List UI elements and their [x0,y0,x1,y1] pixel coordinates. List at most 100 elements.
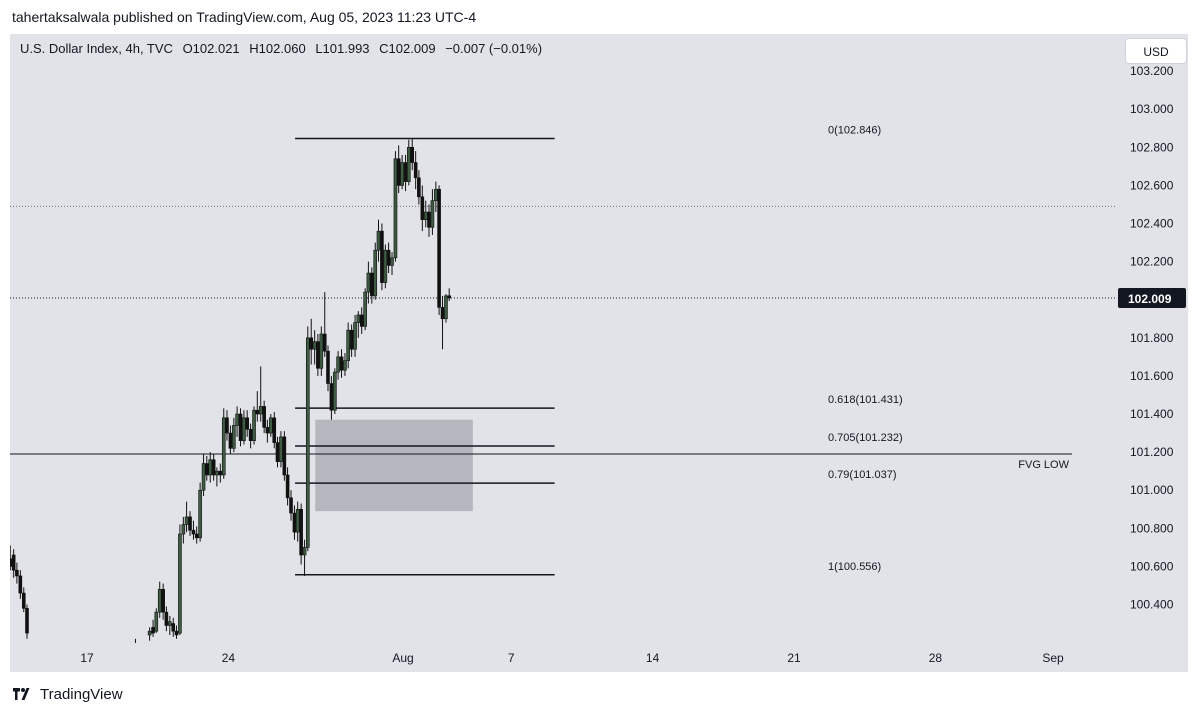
candle-49 [279,431,283,468]
candle-59 [312,330,317,365]
plot-layer: FVG LOW 0(102.846) 0.618(101.431) 0.705(101… [10,125,1116,685]
x-tick-label-3: 7 [508,651,515,665]
candle-12 [154,608,159,634]
chart-area[interactable] [10,34,1188,672]
candle-body-70 [349,329,354,350]
y-tick-label-0: 103.200 [1130,64,1174,78]
candle-body-35 [232,425,236,449]
candle-body-2 [15,569,19,577]
candle-74 [363,288,367,331]
y-tick-label-12: 100.600 [1130,559,1174,573]
candle-29 [211,454,216,481]
candle-body-33 [225,417,229,434]
candle-61 [319,326,324,376]
candle-body-26 [201,463,206,491]
candle-body-18 [174,630,179,636]
candle-88 [410,138,415,171]
candle-47 [272,412,277,449]
ohlc-high: H102.060 [249,41,306,56]
y-tick-label-2: 102.800 [1130,140,1174,154]
candle-34 [228,425,233,455]
candle-body-98 [444,295,448,320]
candle-body-7 [75,669,78,671]
candle-body-23 [191,529,196,535]
candle-90 [417,170,421,205]
candle-body-29 [211,459,216,476]
candle-52 [289,490,293,521]
candle-body-43 [258,406,263,415]
x-tick-label-4: 14 [646,651,660,665]
candle-body-55 [299,508,303,556]
candle-4 [21,587,26,613]
candle-body-25 [198,489,202,539]
candle-body-61 [319,333,324,369]
candle-body-28 [208,459,213,476]
candle-body-31 [218,470,223,476]
candle-9 [134,638,136,643]
candle-62 [322,292,327,357]
fvg-zone [315,419,473,512]
candle-body-76 [370,272,374,297]
candle-14 [161,583,165,620]
candle-body-5 [25,608,29,634]
candle-96 [437,185,441,315]
candle-43 [258,366,263,422]
candle-body-1 [11,554,16,571]
candle-69 [346,322,350,369]
x-tick-label-5: 21 [787,651,801,665]
candle-70 [349,324,354,357]
candle-80 [383,244,388,289]
candle-7 [75,658,78,685]
candle-body-85 [400,162,404,186]
candle-1 [11,549,16,578]
candle-body-10 [147,630,152,636]
candle-53 [292,505,297,540]
candle-15 [164,606,169,632]
candle-body-30 [215,470,219,476]
tradingview-logo-icon[interactable] [10,687,34,701]
y-tick-label-1: 103.000 [1130,102,1174,116]
candle-body-45 [265,427,270,434]
candle-66 [336,351,340,380]
candle-17 [171,617,176,637]
candle-0 [10,545,13,571]
candle-body-12 [154,611,159,632]
candle-19 [178,524,182,635]
candle-body-59 [312,341,317,350]
candle-body-20 [181,524,186,535]
ohlc-close: C102.009 [379,41,436,56]
candle-body-39 [245,417,249,430]
candle-body-64 [329,383,334,411]
candle-body-62 [322,333,327,352]
y-tick-label-10: 101.000 [1130,483,1174,497]
fib-label-4: 1(100.556) [828,561,881,573]
footer-brand[interactable]: TradingView [40,685,123,703]
candle-39 [245,410,249,437]
candle-42 [255,391,260,422]
y-tick-label-5: 102.200 [1130,255,1174,269]
candle-body-42 [255,409,260,415]
candle-18 [174,625,179,639]
last-price-label: 102.009 [1128,292,1172,306]
candle-body-60 [316,341,320,369]
candle-body-75 [366,272,371,293]
currency-button[interactable]: USD [1125,38,1187,64]
candle-57 [305,326,310,552]
symbol-legend: U.S. Dollar Index, 4h, TVC O102.021 H102… [20,40,548,58]
candle-body-89 [413,162,418,179]
candle-87 [406,139,411,186]
candle-56 [302,539,307,576]
candle-body-86 [403,162,408,182]
ohlc-change: −0.007 (−0.01%) [445,41,543,56]
candle-54 [295,501,300,542]
candle-body-82 [390,257,394,266]
candle-body-69 [346,329,350,361]
symbol-name[interactable]: U.S. Dollar Index, 4h, TVC [20,41,173,56]
candle-22 [188,511,192,536]
candle-body-44 [262,406,266,428]
candle-26 [201,454,206,496]
candle-5 [25,604,29,639]
candle-32 [221,408,226,479]
y-tick-label-9: 101.200 [1130,445,1174,459]
